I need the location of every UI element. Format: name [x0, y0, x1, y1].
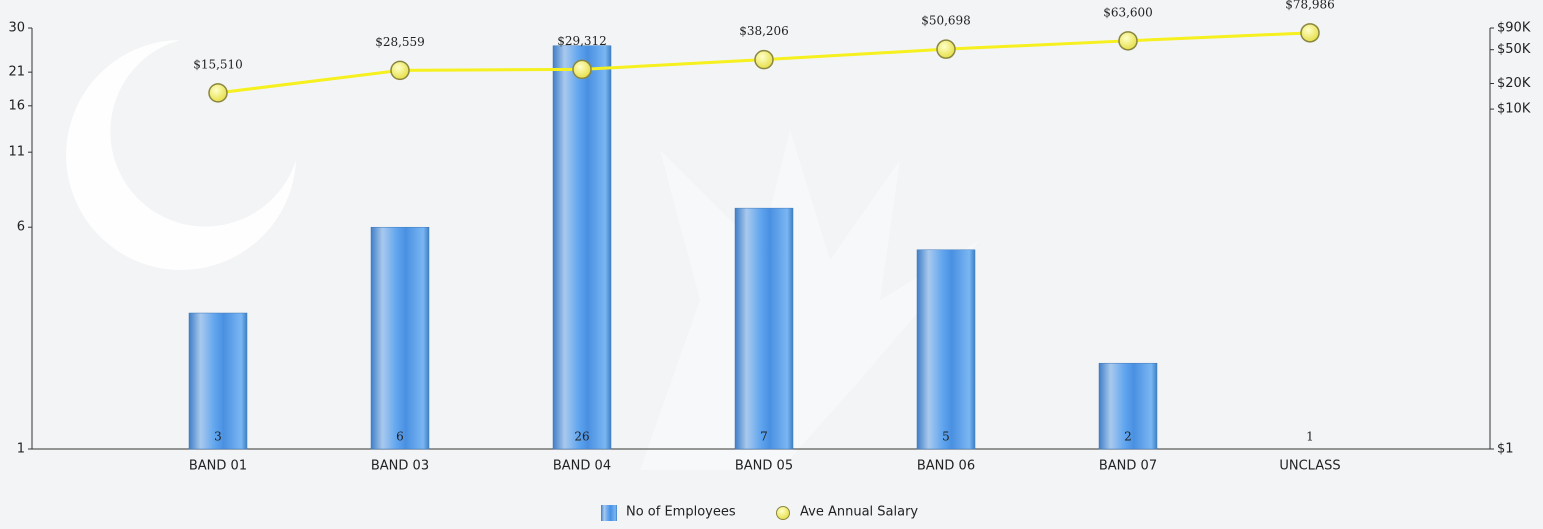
- bar-value-label: 1: [1306, 430, 1314, 444]
- bar-value-label: 26: [574, 430, 589, 444]
- x-tick-label: BAND 04: [553, 459, 611, 474]
- marker: [1118, 31, 1138, 51]
- x-tick-label: BAND 05: [735, 459, 793, 474]
- y2-tick-label: $50K: [1497, 42, 1531, 57]
- bar-value-label: 2: [1124, 430, 1132, 444]
- bar: [188, 312, 248, 450]
- value-label: $29,312: [557, 34, 607, 48]
- bar: [734, 207, 794, 450]
- value-label: $38,206: [739, 24, 789, 38]
- bar: [916, 249, 976, 450]
- x-tick-label: BAND 01: [189, 459, 247, 474]
- value-label: $50,698: [921, 14, 971, 28]
- y2-tick-label: $20K: [1497, 76, 1531, 91]
- value-label: $78,986: [1285, 0, 1335, 11]
- value-label: $63,600: [1103, 5, 1153, 19]
- bar: [370, 226, 430, 450]
- marker: [754, 49, 774, 70]
- marker: [390, 60, 410, 81]
- y-tick-label: 1: [17, 442, 25, 457]
- x-tick-label: UNCLASS: [1279, 459, 1340, 474]
- bar-value-label: 7: [760, 430, 768, 444]
- legend-swatch: [601, 505, 617, 521]
- bar: [552, 45, 612, 450]
- y2-tick-label: $10K: [1497, 102, 1531, 117]
- legend-label: Ave Annual Salary: [800, 505, 918, 520]
- bar-value-label: 6: [396, 430, 404, 444]
- y-tick-label: 11: [8, 145, 25, 160]
- legend-swatch: [776, 506, 790, 520]
- bar: [1098, 362, 1158, 450]
- marker: [572, 59, 592, 80]
- x-tick-label: BAND 07: [1099, 459, 1157, 474]
- marker: [208, 83, 228, 103]
- watermark: [66, 40, 980, 470]
- marker: [936, 39, 956, 59]
- y2-tick-label: $90K: [1497, 21, 1531, 36]
- marker: [1300, 23, 1320, 43]
- bar-value-label: 5: [942, 430, 950, 444]
- x-tick-label: BAND 03: [371, 459, 429, 474]
- y-tick-label: 6: [17, 220, 25, 235]
- bar-value-label: 3: [214, 430, 222, 444]
- y-tick-label: 21: [8, 65, 25, 80]
- x-tick-label: BAND 06: [917, 459, 975, 474]
- y2-tick-label: $1: [1497, 442, 1514, 457]
- y-tick-label: 30: [8, 21, 25, 36]
- legend-label: No of Employees: [626, 505, 736, 520]
- value-label: $28,559: [375, 35, 425, 49]
- y-tick-label: 16: [8, 98, 25, 113]
- value-label: $15,510: [193, 57, 243, 71]
